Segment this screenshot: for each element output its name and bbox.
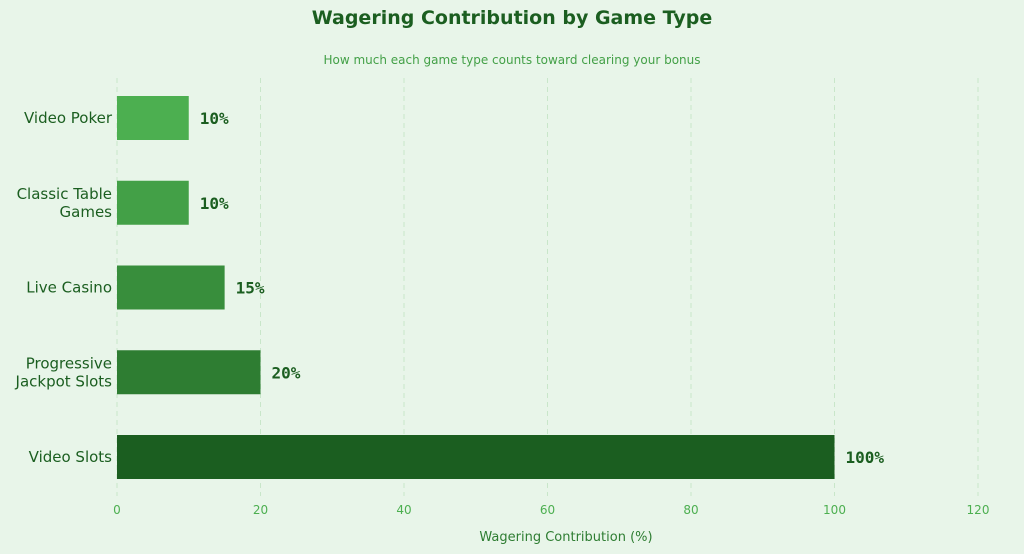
category-label: Video Poker	[24, 109, 113, 127]
category-label: Video Slots	[29, 448, 113, 466]
bar	[117, 265, 225, 310]
bar	[117, 96, 189, 140]
x-tick-label: 40	[396, 503, 411, 517]
bar-value-label: 100%	[846, 448, 885, 467]
chart-title: Wagering Contribution by Game Type	[311, 7, 713, 29]
category-labels: Video Slots Progressive Jackpot Slots Live …	[15, 109, 113, 466]
bars	[117, 96, 835, 479]
bar	[117, 350, 261, 395]
x-tick-label: 120	[967, 503, 990, 517]
x-tick-label: 0	[113, 503, 121, 517]
category-label: Progressive Jackpot Slots	[15, 354, 113, 390]
x-tick-label: 60	[540, 503, 555, 517]
bar-value-label: 10%	[200, 109, 229, 128]
bar	[117, 435, 835, 479]
bar-value-label: 20%	[272, 363, 301, 382]
x-tick-label: 100	[823, 503, 846, 517]
x-tick-label: 20	[253, 503, 268, 517]
x-axis-title: Wagering Contribution (%)	[479, 530, 652, 545]
x-tick-label: 80	[683, 503, 698, 517]
bar	[117, 180, 189, 225]
category-label: Classic Table Games	[17, 185, 113, 221]
x-tick-labels: 0 20 40 60 80 100 120	[113, 503, 989, 517]
category-label: Live Casino	[26, 279, 112, 297]
value-labels: 100% 20% 15% 10% 10%	[200, 109, 885, 467]
bar-value-label: 10%	[200, 194, 229, 213]
bar-value-label: 15%	[236, 279, 265, 298]
chart-subtitle: How much each game type counts toward cl…	[323, 53, 701, 67]
